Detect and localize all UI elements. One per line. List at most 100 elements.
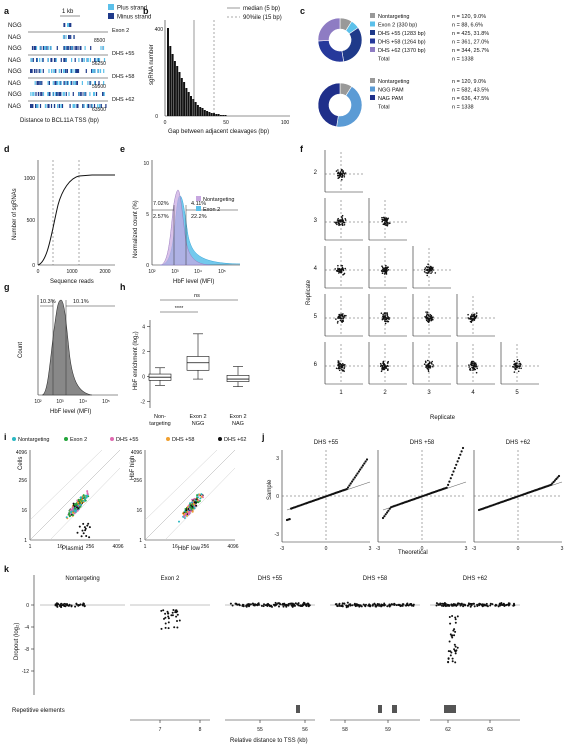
nag-site-tick <box>30 104 32 108</box>
f-point <box>385 217 388 220</box>
f-point <box>432 365 434 368</box>
k-point <box>68 604 70 607</box>
panel-d-ylabel: Number of sgRNAs <box>12 188 18 240</box>
k-point <box>373 602 376 605</box>
ngg-site-tick <box>70 69 72 73</box>
k-point <box>505 604 507 607</box>
i-point <box>186 514 189 517</box>
nag-site-tick <box>77 104 79 108</box>
k-dropout-point <box>453 643 456 646</box>
k-point <box>301 603 304 606</box>
f-point <box>336 223 338 226</box>
panel-b: b median (5 bp) 90%ile (15 bp) 0 400 0 5… <box>143 6 290 135</box>
k-xtick: 62 <box>445 727 451 733</box>
i-xtick-label: 4096 <box>227 544 238 550</box>
f-point <box>383 269 386 272</box>
nag-site-tick <box>55 58 57 62</box>
nag-site-tick <box>81 58 83 62</box>
ngg-site-tick <box>58 69 60 73</box>
qq-point <box>348 484 351 487</box>
f-point <box>335 170 338 172</box>
f-col-label: 3 <box>427 390 431 396</box>
qq-xtick: 0 <box>517 546 520 552</box>
qq-point <box>288 518 291 521</box>
ngg-site-tick <box>34 46 37 50</box>
nag-site-tick <box>47 104 49 108</box>
gap-histogram-bar <box>208 112 211 116</box>
f-point <box>431 271 433 273</box>
track-region-dhs62: DHS +62 <box>112 97 134 103</box>
high-gate-exon2-pct: 22.2% <box>191 214 207 220</box>
nag-site-tick <box>74 58 76 62</box>
i-point <box>75 503 78 506</box>
k-dropout-point <box>447 650 450 653</box>
ngg-site-tick <box>59 92 61 96</box>
h-category-label: NGG <box>192 421 205 427</box>
repetitive-element-block <box>296 705 300 713</box>
f-col-label: 2 <box>383 390 387 396</box>
f-point <box>434 272 437 274</box>
k-point <box>472 602 475 605</box>
k-track-title: DHS +62 <box>463 576 488 582</box>
panel-d: d 0 500 1000 0 1000 2000 Number of sgRNA… <box>4 144 115 285</box>
nag-site-tick <box>93 104 96 108</box>
k-track-title: Nontargeting <box>65 576 99 582</box>
qq-point <box>553 479 557 482</box>
panel-k: k 0 -4 -8 -12 Nontargeting Exon 2 DHS +55 DHS +… <box>4 564 520 744</box>
i-point <box>77 498 80 501</box>
ngg-site-tick <box>45 46 47 50</box>
qq-point <box>449 477 452 480</box>
legend-nontargeting-swatch <box>196 196 201 201</box>
g-xtick-1e3: 10³ <box>56 399 64 405</box>
f-point <box>337 169 339 171</box>
k-point <box>164 612 167 615</box>
f-point <box>343 221 346 224</box>
h-category-label: NAG <box>232 421 244 427</box>
panel-f-letter: f <box>300 144 304 154</box>
f-point <box>341 218 344 221</box>
k-point <box>303 603 306 606</box>
legend-stat: n = 425, 31.8% <box>452 31 489 37</box>
f-point <box>427 271 430 273</box>
nag-site-tick <box>73 35 75 39</box>
f-point <box>343 364 345 367</box>
nag-site-tick <box>47 81 49 85</box>
ngg-site-tick <box>77 69 80 73</box>
donut-region-chart <box>317 17 363 63</box>
nag-site-tick <box>32 104 34 108</box>
k-dropout-point <box>449 650 452 653</box>
ngg-site-tick <box>77 46 79 50</box>
nag-site-tick <box>99 104 101 108</box>
panel-j-xlabel: Theoretical <box>398 550 428 556</box>
i-point <box>189 503 192 506</box>
k-point <box>473 605 476 608</box>
f-point <box>471 315 474 318</box>
f-point <box>380 270 383 272</box>
ngg-site-tick <box>56 46 58 50</box>
k-point <box>70 604 73 607</box>
f-point <box>427 359 429 362</box>
k-ytick: 0 <box>26 603 29 609</box>
gap-histogram-bar <box>190 96 192 116</box>
i-point <box>82 494 85 497</box>
nag-site-tick <box>62 35 65 39</box>
f-point <box>383 365 386 367</box>
f-point <box>341 366 344 368</box>
k-point <box>176 620 178 622</box>
f-point <box>385 264 387 267</box>
f-point <box>343 314 346 317</box>
panel-i-right-xlabel: HbF low <box>178 546 201 552</box>
legend-total-label: Total <box>378 57 390 63</box>
panel-e-ylabel: Normalized count (%) <box>133 200 139 258</box>
k-point <box>374 605 377 608</box>
g-high-gate-pct: 10.1% <box>73 299 89 305</box>
f-point <box>515 366 517 368</box>
qq-point <box>346 486 350 489</box>
k-point <box>175 611 178 614</box>
qq-point <box>555 477 558 481</box>
f-point <box>474 362 477 365</box>
e-ytick-10: 10 <box>143 161 149 167</box>
legend-label: NAG PAM <box>378 96 403 102</box>
ngg-site-tick <box>51 69 53 73</box>
plasmid-vs-cells-scatter: 11 16 16 256 256 4096 4096 <box>16 449 124 550</box>
